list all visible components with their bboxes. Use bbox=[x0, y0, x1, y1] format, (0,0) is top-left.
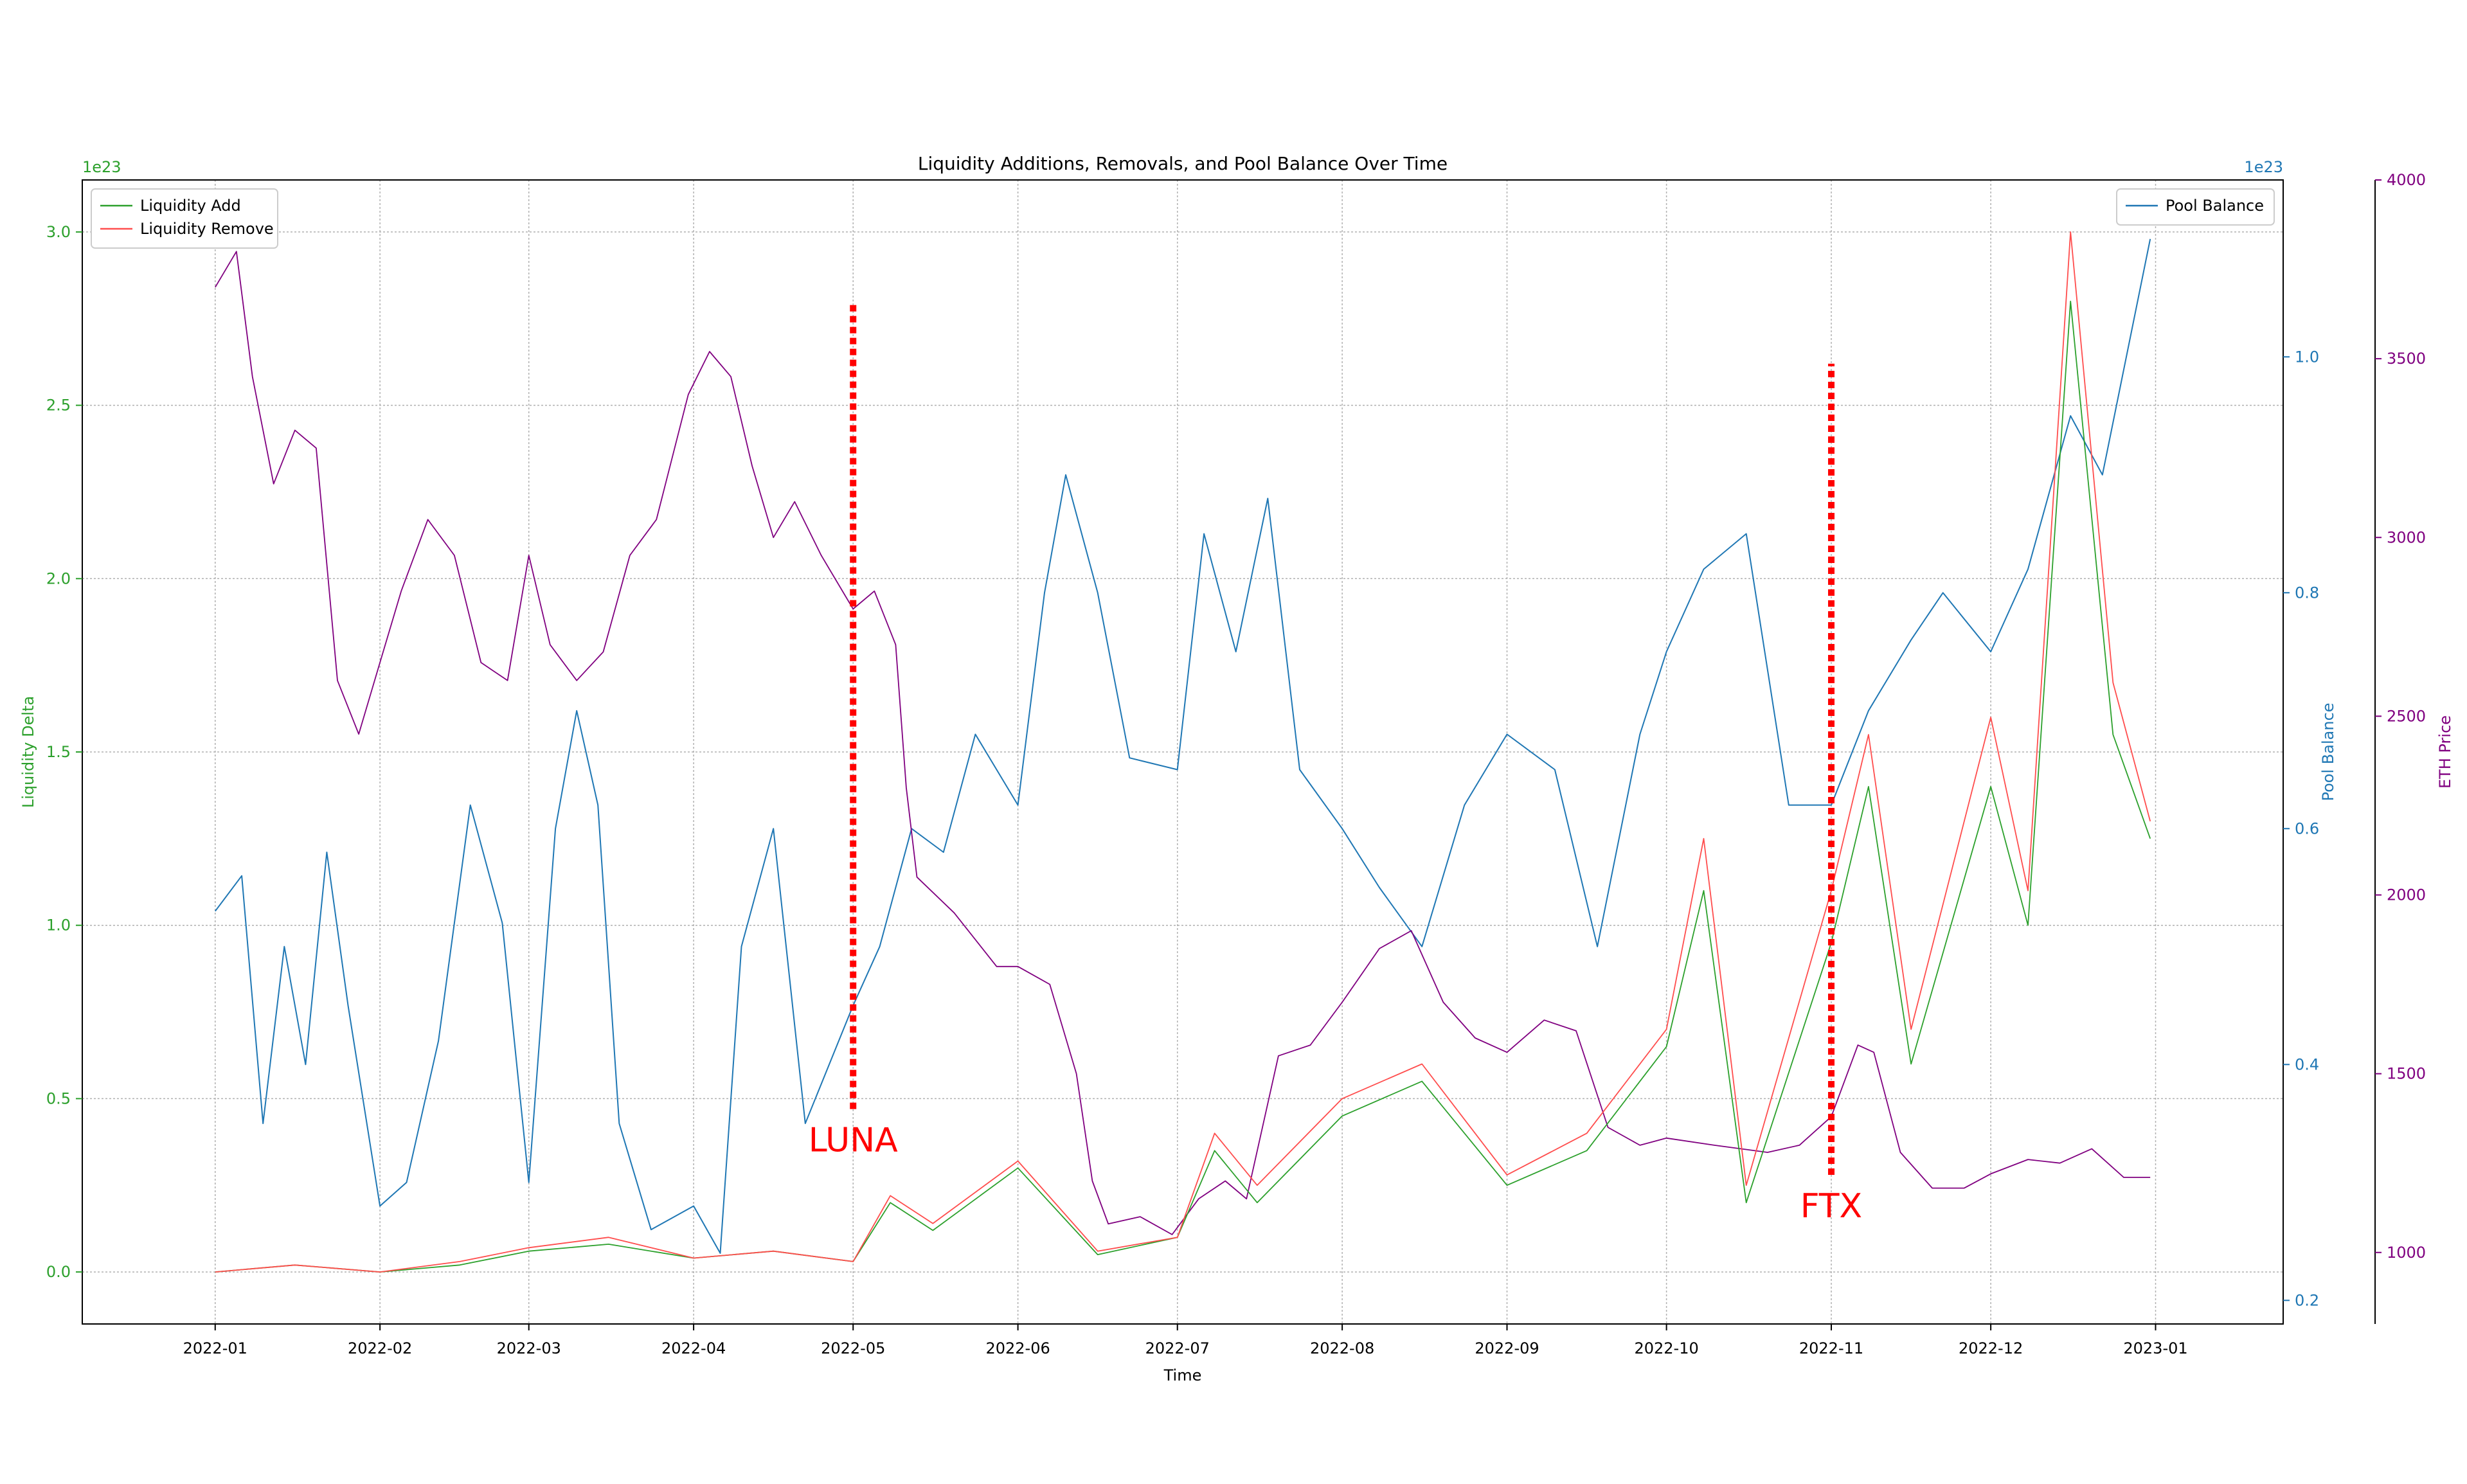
y-right2-tick-label: 2000 bbox=[2387, 886, 2426, 904]
y-axis-right: 0.2 0.4 0.6 0.8 1.0 bbox=[2283, 348, 2319, 1309]
annotation-label-luna: LUNA bbox=[809, 1122, 898, 1160]
legend-label: Liquidity Add bbox=[140, 197, 241, 215]
y-left-tick-label: 1.0 bbox=[46, 916, 71, 934]
y-right-tick-label: 0.2 bbox=[2295, 1291, 2319, 1309]
legends: Liquidity Add Liquidity Remove Pool Balanc… bbox=[91, 188, 2275, 249]
y-right2-tick-label: 1000 bbox=[2387, 1244, 2426, 1262]
y-right2-tick-label: 3500 bbox=[2387, 350, 2426, 368]
y-right-tick-label: 0.4 bbox=[2295, 1055, 2319, 1073]
y-axis-left: 0.0 0.5 1.0 1.5 2.0 2.5 3.0 bbox=[46, 223, 82, 1281]
x-axis: 2022-01 2022-02 2022-03 2022-04 2022-05 2022-… bbox=[183, 1324, 2188, 1357]
series-line-eth-price bbox=[215, 251, 2151, 1235]
chart-title: Liquidity Additions, Removals, and Pool … bbox=[918, 153, 1448, 174]
x-tick-label: 2022-12 bbox=[1959, 1339, 2023, 1357]
legend-label: Pool Balance bbox=[2166, 197, 2264, 215]
y-right2-tick-label: 2500 bbox=[2387, 707, 2426, 725]
y-axis-right2: 1000 1500 2000 2500 3000 3500 4000 bbox=[2374, 171, 2426, 1324]
y-left-tick-label: 2.5 bbox=[46, 397, 71, 415]
y-right-tick-label: 0.6 bbox=[2295, 819, 2319, 837]
grid bbox=[82, 180, 2283, 1324]
annotation-label-ftx: FTX bbox=[1800, 1187, 1862, 1226]
series-line-liquidity-remove bbox=[215, 231, 2151, 1273]
x-axis-label: Time bbox=[1163, 1366, 1202, 1384]
y-right-axis-label: Pool Balance bbox=[2319, 703, 2337, 801]
series-line-pool-balance bbox=[215, 238, 2151, 1254]
y-right2-tick-label: 3000 bbox=[2387, 528, 2426, 546]
x-tick-label: 2022-11 bbox=[1799, 1339, 1863, 1357]
y-left-tick-label: 1.5 bbox=[46, 743, 71, 761]
y-right-offset-text: 1e23 bbox=[2244, 158, 2283, 176]
y-left-tick-label: 0.5 bbox=[46, 1089, 71, 1107]
legend-label: Liquidity Remove bbox=[140, 220, 274, 238]
annotations-layer: LUNA FTX bbox=[809, 301, 1862, 1226]
y-right2-tick-label: 1500 bbox=[2387, 1065, 2426, 1083]
y-left-tick-label: 2.0 bbox=[46, 569, 71, 587]
y-left-tick-label: 0.0 bbox=[46, 1263, 71, 1281]
x-tick-label: 2022-08 bbox=[1310, 1339, 1374, 1357]
legend-box bbox=[91, 188, 278, 249]
x-tick-label: 2022-10 bbox=[1634, 1339, 1698, 1357]
y-left-offset-text: 1e23 bbox=[82, 158, 121, 176]
x-tick-label: 2022-01 bbox=[183, 1339, 247, 1357]
x-tick-label: 2022-06 bbox=[985, 1339, 1050, 1357]
x-tick-label: 2022-07 bbox=[1145, 1339, 1210, 1357]
y-right2-axis-label: ETH Price bbox=[2436, 715, 2454, 789]
y-left-axis-label: Liquidity Delta bbox=[19, 696, 37, 808]
x-tick-label: 2023-01 bbox=[2123, 1339, 2187, 1357]
x-tick-label: 2022-05 bbox=[821, 1339, 885, 1357]
y-right-tick-label: 0.8 bbox=[2295, 584, 2319, 602]
y-right-tick-label: 1.0 bbox=[2295, 348, 2319, 366]
x-tick-label: 2022-04 bbox=[661, 1339, 726, 1357]
series-layer bbox=[215, 231, 2151, 1273]
y-left-tick-label: 3.0 bbox=[46, 223, 71, 241]
x-tick-label: 2022-02 bbox=[348, 1339, 412, 1357]
y-right2-tick-label: 4000 bbox=[2387, 171, 2426, 189]
x-tick-label: 2022-09 bbox=[1475, 1339, 1539, 1357]
legend-box bbox=[2116, 188, 2275, 226]
series-line-liquidity-add bbox=[215, 300, 2151, 1273]
x-tick-label: 2022-03 bbox=[497, 1339, 561, 1357]
